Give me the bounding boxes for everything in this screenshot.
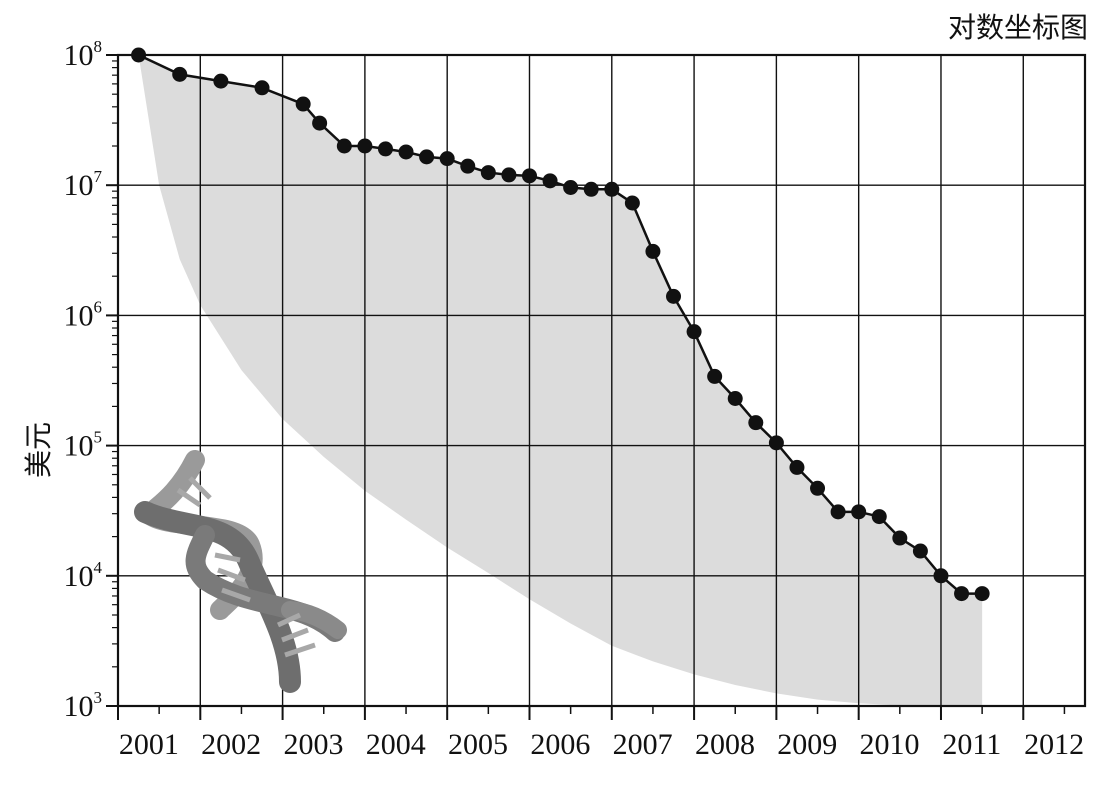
dna-helix-icon <box>134 450 347 693</box>
data-point <box>624 195 640 211</box>
y-tick-label: 103 <box>64 688 103 723</box>
data-point <box>789 459 805 475</box>
data-point <box>912 543 928 559</box>
plot-frame <box>116 53 1087 708</box>
x-tick-label: 2002 <box>201 728 261 761</box>
data-point <box>521 168 537 184</box>
moore-law-band <box>138 55 983 706</box>
data-point <box>748 415 764 431</box>
x-tick-label: 2003 <box>283 728 343 761</box>
y-tick-label: 107 <box>64 167 103 202</box>
data-point <box>398 144 414 160</box>
x-tick-label: 2005 <box>448 728 508 761</box>
data-point <box>954 586 970 602</box>
data-point <box>439 151 455 167</box>
data-point <box>686 324 702 340</box>
data-point <box>830 504 846 520</box>
y-tick-label: 106 <box>64 297 103 332</box>
y-tick-label: 104 <box>64 558 103 593</box>
data-point <box>727 391 743 407</box>
y-axis: 103 104 105 106 107 108 <box>64 37 118 723</box>
y-tick-label: 108 <box>64 37 103 72</box>
x-tick-label: 2011 <box>942 728 1001 761</box>
x-tick-label: 2007 <box>613 728 673 761</box>
data-point <box>213 73 229 89</box>
data-point <box>933 568 949 584</box>
x-tick-label: 2012 <box>1024 728 1084 761</box>
data-point <box>542 173 558 189</box>
data-point <box>645 243 661 259</box>
data-point <box>974 586 990 602</box>
x-tick-label: 2006 <box>530 728 590 761</box>
x-tick-label: 2004 <box>366 728 426 761</box>
cost-series <box>131 47 990 602</box>
x-tick-label: 2008 <box>695 728 755 761</box>
data-point <box>501 167 517 183</box>
data-point <box>768 435 784 451</box>
x-tick-label: 2009 <box>777 728 837 761</box>
data-point <box>312 115 328 131</box>
data-point <box>892 530 908 546</box>
data-point <box>707 368 723 384</box>
data-point <box>377 141 393 157</box>
data-point <box>480 165 496 181</box>
data-point <box>666 288 682 304</box>
data-point <box>357 138 373 154</box>
data-point <box>563 180 579 196</box>
x-axis: 2001 2002 2003 2004 2005 2006 2007 2008 2009 2010… <box>117 706 1084 761</box>
plot-border <box>116 53 1087 708</box>
x-tick-label: 2001 <box>119 728 179 761</box>
y-tick-label: 105 <box>64 428 103 463</box>
data-point <box>604 181 620 197</box>
data-point <box>336 138 352 154</box>
data-point <box>131 47 147 63</box>
x-tick-label: 2010 <box>860 728 920 761</box>
data-point <box>295 96 311 112</box>
data-point <box>172 66 188 82</box>
data-point <box>851 504 867 520</box>
data-point <box>871 509 887 525</box>
data-point <box>419 149 435 165</box>
data-point <box>810 480 826 496</box>
data-point <box>254 80 270 96</box>
chart-title: 对数坐标图 <box>947 11 1088 44</box>
data-point <box>583 181 599 197</box>
band-area <box>138 55 983 706</box>
data-point <box>460 158 476 174</box>
